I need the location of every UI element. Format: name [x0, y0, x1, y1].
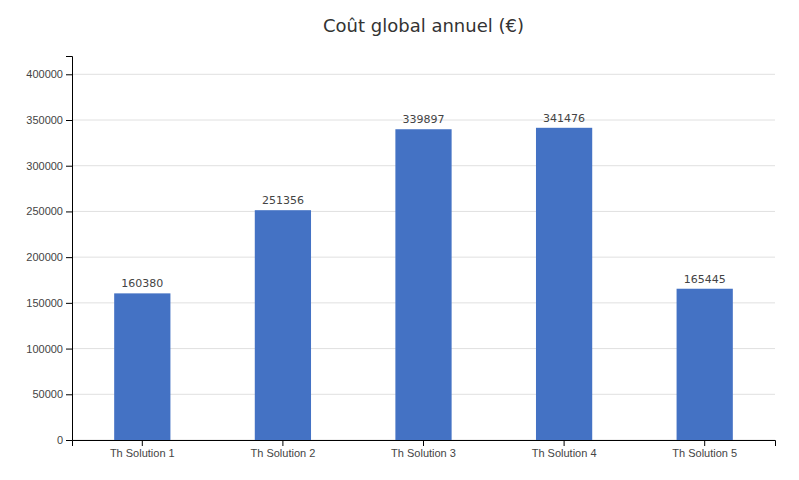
y-tick: 50000 [32, 388, 72, 400]
x-tick: Th Solution 1 [110, 440, 175, 459]
y-tick-label: 250000 [26, 205, 63, 217]
y-axis: 0 50000 100000 150000 200000 250000 300000 3500… [26, 57, 72, 447]
x-tick-mark [282, 440, 283, 446]
bar [677, 289, 733, 440]
x-tick-label: Th Solution 4 [532, 447, 597, 459]
x-axis: Th Solution 1 Th Solution 2 Th Solution 3 T… [73, 440, 776, 459]
y-tick: 100000 [26, 343, 72, 355]
y-tick-label: 200000 [26, 251, 63, 263]
y-tick-label: 100000 [26, 343, 63, 355]
data-label: 160380 [121, 277, 163, 290]
y-tick-label: 0 [57, 434, 63, 446]
x-tick: Th Solution 5 [672, 440, 737, 459]
x-axis-line [73, 441, 776, 447]
bar [114, 293, 170, 440]
y-tick-label: 150000 [26, 297, 63, 309]
x-tick-mark [142, 440, 143, 446]
title: Coût global annuel (€) [323, 15, 524, 36]
y-tick-label: 50000 [32, 388, 63, 400]
x-tick-label: Th Solution 3 [391, 447, 456, 459]
y-tick-mark [66, 211, 72, 212]
grid-line [72, 74, 775, 75]
y-tick-mark [66, 166, 72, 167]
y-tick-mark [66, 257, 72, 258]
x-tick-label: Th Solution 2 [250, 447, 315, 459]
x-tick: Th Solution 2 [250, 440, 315, 459]
x-tick-mark [704, 440, 705, 446]
y-tick-label: 350000 [26, 114, 63, 126]
y-tick-mark [66, 440, 72, 441]
data-label: 165445 [684, 273, 726, 286]
chart: Th Solution 1 Th Solution 2 Th Solution 3 T… [0, 0, 799, 480]
bar [255, 210, 311, 440]
bar [536, 128, 592, 440]
bars [114, 128, 733, 440]
y-tick: 350000 [26, 114, 72, 126]
x-tick: Th Solution 4 [532, 440, 597, 459]
y-tick: 300000 [26, 160, 72, 172]
y-tick-mark [66, 394, 72, 395]
y-tick: 150000 [26, 297, 72, 309]
data-label: 251356 [262, 194, 304, 207]
y-tick-mark [66, 303, 72, 304]
y-tick-label: 300000 [26, 160, 63, 172]
y-tick-mark [66, 120, 72, 121]
x-tick-mark [423, 440, 424, 446]
grid [72, 74, 775, 440]
y-tick-mark [66, 349, 72, 350]
x-tick: Th Solution 3 [391, 440, 456, 459]
y-tick: 0 [57, 434, 72, 446]
data-label: 339897 [403, 113, 445, 126]
y-tick: 250000 [26, 205, 72, 217]
y-axis-line [66, 57, 73, 441]
x-tick-label: Th Solution 1 [110, 447, 175, 459]
y-tick-mark [66, 74, 72, 75]
x-tick-label: Th Solution 5 [672, 447, 737, 459]
data-labels: 160380 251356 339897 341476 165445 [121, 112, 725, 291]
bar [395, 129, 451, 440]
y-tick: 400000 [26, 68, 72, 80]
plot: Th Solution 1 Th Solution 2 Th Solution 3 T… [26, 57, 775, 459]
y-tick-label: 400000 [26, 68, 63, 80]
x-tick-mark [564, 440, 565, 446]
y-tick: 200000 [26, 251, 72, 263]
data-label: 341476 [543, 112, 585, 125]
